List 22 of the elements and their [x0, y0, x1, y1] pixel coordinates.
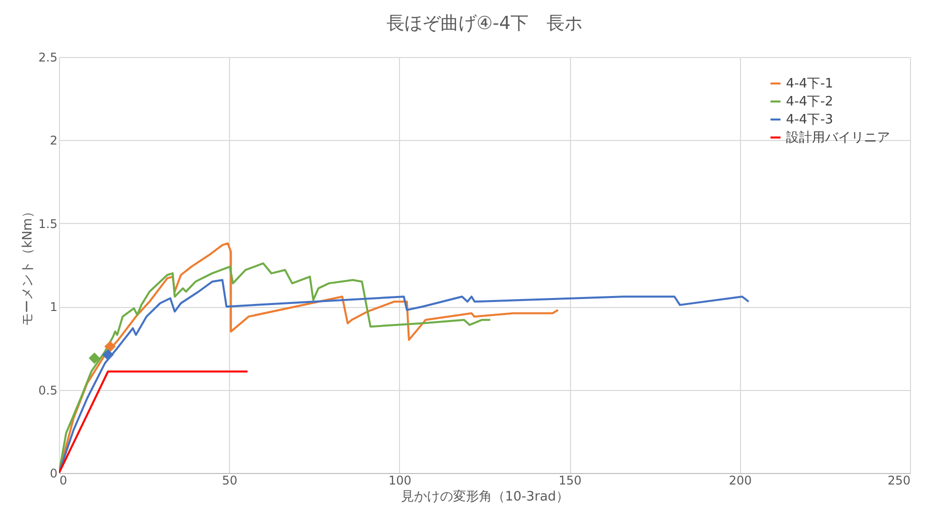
x-tick-label: 150 — [558, 474, 582, 488]
x-tick-label: 100 — [388, 474, 412, 488]
y-tick-label: 2 — [50, 134, 58, 148]
x-tick-label: 200 — [728, 474, 752, 488]
point — [104, 340, 116, 352]
legend-label: 4-4下-2 — [786, 94, 834, 110]
y-tick-label: 0.5 — [38, 383, 58, 398]
y-tick-label: 2.5 — [38, 50, 58, 64]
y-tick-label: 1 — [50, 300, 58, 314]
y-tick-label: 1.5 — [38, 216, 58, 231]
legend-label: 4-4下-3 — [786, 112, 834, 128]
point — [88, 352, 100, 364]
legend-label: 4-4下-1 — [786, 76, 834, 92]
x-tick-label: 0 — [60, 474, 68, 488]
legend-label: 設計用バイリニア — [786, 130, 890, 146]
x-tick-label: 50 — [222, 474, 238, 488]
y-axis-title: モーメント（kNm） — [20, 205, 36, 326]
point — [102, 349, 114, 361]
line-series — [59, 278, 750, 473]
chart-title: 長ほぞ曲げ④-4下 長ホ — [386, 13, 583, 34]
x-axis-title: 見かけの変形角（10-3rad） — [400, 488, 570, 504]
x-tick-label: 250 — [888, 474, 910, 488]
